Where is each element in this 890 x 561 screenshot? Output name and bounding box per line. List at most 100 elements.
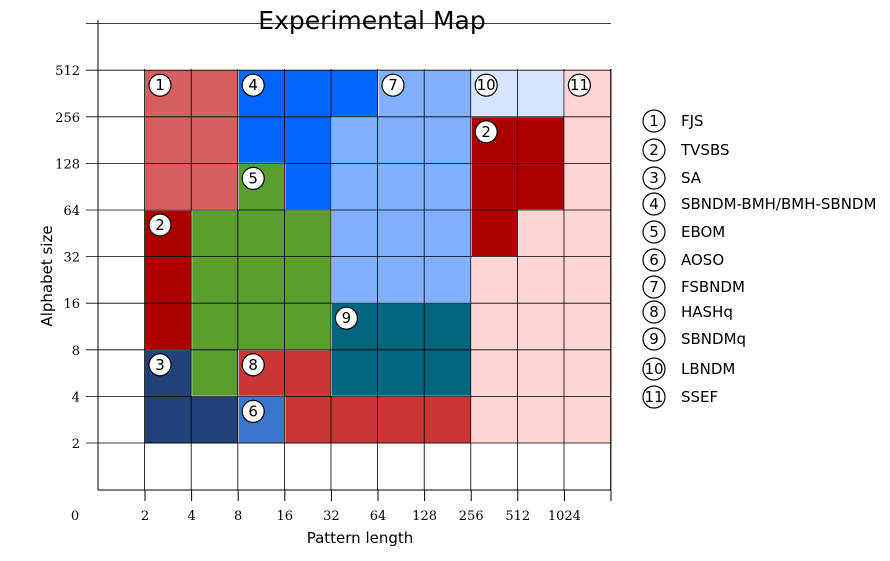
y-tick-label: 256 — [55, 111, 80, 126]
legend-label: AOSO — [681, 251, 724, 269]
legend-number: 9 — [649, 330, 659, 348]
cell-ebom — [284, 303, 332, 351]
marker-circle — [381, 73, 405, 97]
cell-hashq — [284, 349, 332, 397]
cell-ebom — [191, 303, 239, 351]
marker-number: 1 — [155, 76, 165, 94]
legend-number: 11 — [644, 388, 663, 406]
legend-number: 4 — [649, 195, 659, 213]
cell-tvsbs — [471, 210, 519, 258]
cell-sbndmq — [424, 349, 472, 397]
cell-sbndm-bmh-bmh-sbndm — [284, 163, 332, 211]
cell-tvsbs — [145, 303, 193, 351]
legend-circle — [642, 248, 666, 272]
y-tick-label: 8 — [72, 344, 80, 359]
cell-ssef — [564, 163, 612, 211]
cell-ssef — [564, 396, 612, 444]
marker-number: 7 — [388, 76, 398, 94]
x-tick-label: 32 — [323, 509, 340, 524]
cell-ssef — [517, 210, 565, 258]
cell-ssef — [564, 349, 612, 397]
cell-sbndm-bmh-bmh-sbndm — [238, 116, 286, 164]
legend-item: 3 SA — [642, 166, 702, 190]
cell-ssef — [471, 349, 519, 397]
cell-ssef — [564, 210, 612, 258]
x-tick-label: 256 — [459, 509, 484, 524]
cell-fsbndm — [378, 116, 426, 164]
cell-ssef — [564, 303, 612, 351]
cell-ebom — [238, 303, 286, 351]
cell-ssef — [471, 303, 519, 351]
marker-circle — [148, 213, 172, 237]
cell-ebom — [284, 210, 332, 258]
cell-fjs — [191, 116, 239, 164]
y-tick-label: 4 — [72, 390, 80, 405]
cell-fsbndm — [331, 116, 379, 164]
cell-fsbndm — [424, 210, 472, 258]
cell-hashq — [284, 396, 332, 444]
cell-ssef — [517, 349, 565, 397]
cell-fjs — [145, 116, 193, 164]
cell-ssef — [517, 303, 565, 351]
cell-sbndm-bmh-bmh-sbndm — [284, 70, 332, 118]
cell-tvsbs — [517, 116, 565, 164]
marker-4: 4 — [241, 73, 265, 97]
cell-fsbndm — [424, 70, 472, 118]
marker-number: 9 — [342, 309, 352, 327]
cell-fsbndm — [424, 256, 472, 304]
marker-circle — [567, 73, 592, 97]
marker-10: 10 — [474, 73, 498, 97]
cell-ssef — [471, 396, 519, 444]
cell-ebom — [238, 256, 286, 304]
origin-label: 0 — [71, 509, 79, 524]
legend-item: 7 FSBNDM — [642, 275, 745, 299]
y-tick-label: 128 — [55, 157, 80, 172]
cell-sbndmq — [331, 349, 379, 397]
legend-label: SBNDM-BMH/BMH-SBNDM — [681, 195, 876, 213]
marker-3: 3 — [148, 353, 172, 377]
cell-sa — [191, 396, 239, 444]
legend-label: SSEF — [681, 388, 718, 406]
marker-number: 2 — [155, 216, 165, 234]
legend-label: SA — [681, 169, 702, 187]
cell-hashq — [424, 396, 472, 444]
legend-circle — [642, 357, 666, 381]
legend-circle — [642, 300, 666, 324]
marker-circle — [241, 353, 265, 377]
x-tick-label: 8 — [234, 509, 242, 524]
marker-number: 3 — [155, 356, 165, 374]
cell-ebom — [284, 256, 332, 304]
marker-circle — [474, 73, 498, 97]
cell-ssef — [564, 116, 612, 164]
grid-layer — [86, 23, 612, 490]
cell-fsbndm — [331, 163, 379, 211]
cell-fsbndm — [331, 210, 379, 258]
cell-fsbndm — [378, 256, 426, 304]
legend-item: 9 SBNDMq — [642, 327, 746, 351]
cell-hashq — [378, 396, 426, 444]
marker-6: 6 — [241, 399, 265, 423]
marker-number: 10 — [477, 76, 496, 94]
legend-number: 7 — [649, 278, 659, 296]
chart-title: Experimental Map — [258, 6, 485, 35]
legend-label: FSBNDM — [681, 278, 745, 296]
legend-number: 2 — [649, 141, 659, 159]
legend: 1 FJS 2 TVSBS 3 SA 4 SBNDM-BMH/BMH-SBNDM 5 EBOM 6 A… — [642, 109, 876, 409]
legend-item: 5 EBOM — [642, 220, 725, 244]
legend-item: 6 AOSO — [642, 248, 724, 272]
cell-sbndm-bmh-bmh-sbndm — [284, 116, 332, 164]
cell-ssef — [517, 256, 565, 304]
cell-tvsbs — [471, 163, 519, 211]
cell-tvsbs — [145, 256, 193, 304]
legend-number: 1 — [649, 112, 659, 130]
cell-sbndmq — [378, 303, 426, 351]
legend-number: 6 — [649, 251, 659, 269]
cell-ssef — [517, 396, 565, 444]
y-tick-label: 512 — [55, 64, 80, 79]
cell-sbndmq — [424, 303, 472, 351]
marker-circle — [241, 73, 265, 97]
cell-sa — [145, 396, 193, 444]
cell-fsbndm — [331, 256, 379, 304]
legend-circle — [642, 166, 666, 190]
legend-label: EBOM — [681, 223, 725, 241]
